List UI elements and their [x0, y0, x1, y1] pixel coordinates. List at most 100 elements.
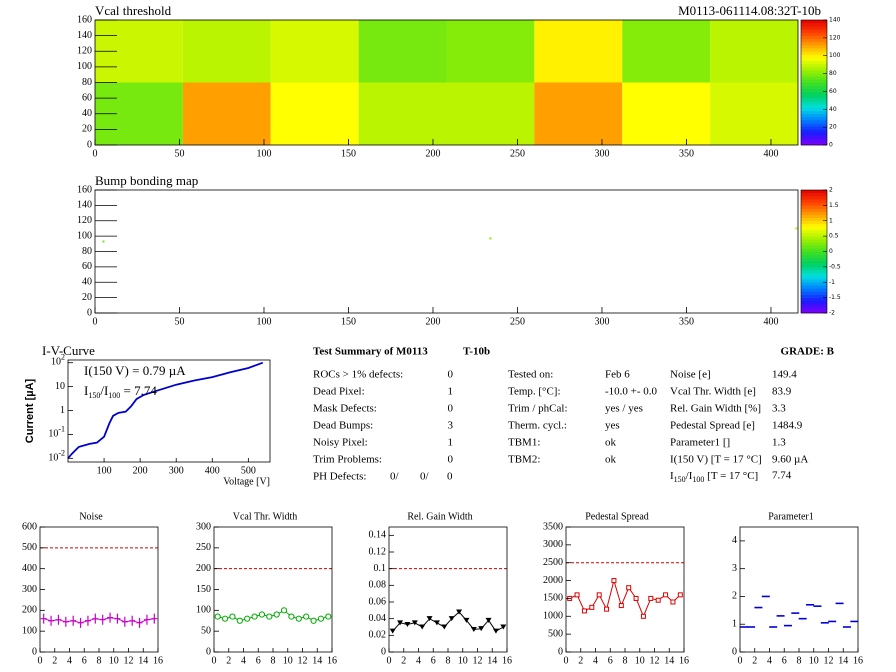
palette-band	[801, 260, 827, 265]
palette-band	[801, 306, 827, 311]
y-tick-label: 50	[201, 625, 211, 636]
x-tick-label: 6	[608, 655, 613, 666]
palette-tick-label: 1	[829, 217, 833, 224]
conditions-value: ok	[605, 454, 617, 466]
roc-marker	[251, 613, 258, 620]
y-tick-label: 1500	[543, 593, 563, 604]
palette-band	[801, 202, 827, 206]
y-tick-label: 300	[22, 584, 37, 595]
palette-band	[801, 269, 827, 274]
x-tick-label: 0	[738, 655, 743, 666]
palette-band	[801, 285, 827, 289]
x-tick-label: 8	[446, 655, 451, 666]
x-axis-label: Voltage [V]	[223, 476, 270, 487]
palette-band	[801, 20, 827, 24]
plot-frame	[94, 189, 799, 314]
palette-band	[801, 95, 827, 99]
y-tick-label: 10-1	[48, 424, 65, 439]
palette-band	[801, 82, 827, 86]
x-tick-label: 350	[679, 148, 694, 159]
roc-marker	[419, 624, 426, 630]
ratio-label-part: I	[670, 470, 674, 482]
y-tick-label: 0.12	[369, 546, 387, 557]
roc-marker	[411, 620, 418, 626]
heatmap-cell	[182, 20, 271, 83]
defects-label: Dead Pixel:	[313, 386, 365, 398]
plot-title: Pedestal Spread	[585, 511, 649, 522]
palette-band	[801, 208, 827, 212]
palette-tick-label: 80	[829, 70, 837, 77]
roc-marker	[478, 626, 485, 632]
roc-marker	[303, 613, 310, 620]
roc-marker	[107, 612, 114, 623]
x-tick-label: 200	[425, 316, 440, 327]
palette-band	[801, 135, 827, 140]
palette-tick-label: 120	[829, 34, 841, 41]
x-tick-label: 50	[174, 316, 184, 327]
x-tick-label: 250	[510, 316, 525, 327]
roc-marker	[633, 595, 639, 601]
map-point	[795, 227, 798, 230]
roc-marker	[143, 614, 150, 625]
palette-band	[801, 303, 827, 308]
palette-band	[801, 32, 827, 36]
y-tick-label: 4	[732, 535, 737, 546]
palette-tick-label: 60	[829, 88, 837, 95]
conditions-value: -10.0 +- 0.0	[605, 386, 658, 398]
palette-band	[801, 193, 827, 197]
roc-marker	[596, 592, 602, 598]
y-tick-label: 100	[22, 625, 37, 636]
x-tick-label: 4	[593, 655, 598, 666]
roc-line	[569, 578, 681, 618]
x-tick-label: 350	[679, 316, 694, 327]
results-value: 3.3	[772, 403, 786, 415]
palette-band	[801, 129, 827, 133]
x-tick-label: 16	[502, 655, 512, 666]
palette-band	[801, 196, 827, 200]
roc-marker	[40, 613, 47, 624]
y-tick-label: 80	[82, 246, 92, 257]
roc-marker	[221, 615, 229, 622]
y-tick-label: 0.04	[369, 613, 387, 624]
palette-band	[801, 199, 827, 203]
roc-marker	[77, 617, 84, 628]
x-tick-label: 8	[623, 655, 628, 666]
x-tick-label: 200	[133, 465, 148, 476]
x-tick-label: 10	[809, 655, 819, 666]
x-tick-label: 2	[226, 655, 231, 666]
palette-band	[801, 282, 827, 286]
palette-band	[801, 229, 827, 234]
y-tick-label: 120	[77, 215, 92, 226]
defects-label: Dead Bumps:	[313, 420, 373, 432]
summary-tag: T-10b	[463, 346, 490, 358]
x-tick-label: 200	[425, 148, 440, 159]
conditions-value: yes	[605, 420, 620, 432]
conditions-label: TBM1:	[508, 437, 540, 449]
palette-tick-label: -1	[829, 279, 835, 286]
roc-marker	[92, 613, 99, 624]
heatmap-cell	[622, 20, 711, 83]
roc-marker	[295, 615, 302, 622]
palette-band	[801, 57, 827, 61]
palette-band	[801, 233, 827, 237]
x-tick-label: 10	[458, 655, 468, 666]
annotation-part: I	[84, 383, 88, 398]
y-tick-label: 10-2	[48, 448, 65, 463]
conditions-label: TBM2:	[508, 454, 540, 466]
palette-band	[801, 273, 827, 277]
roc-marker	[500, 624, 507, 630]
results-label: Pedestal Spread [e]	[670, 420, 755, 432]
y-tick-label: 0.1	[374, 563, 387, 574]
ph-defects-value: 0/	[390, 471, 400, 483]
defects-value: 0	[448, 403, 454, 415]
y-tick-label: 10	[55, 381, 65, 392]
y-tick-label-base: 10	[51, 357, 61, 368]
roc-marker	[448, 616, 455, 622]
x-tick-label: 400	[205, 465, 220, 476]
roc-marker	[136, 617, 143, 628]
palette-band	[801, 66, 827, 71]
conditions-label: Trim / phCal:	[508, 403, 568, 415]
palette-tick-label: 100	[829, 52, 841, 59]
roc-marker	[589, 604, 595, 610]
